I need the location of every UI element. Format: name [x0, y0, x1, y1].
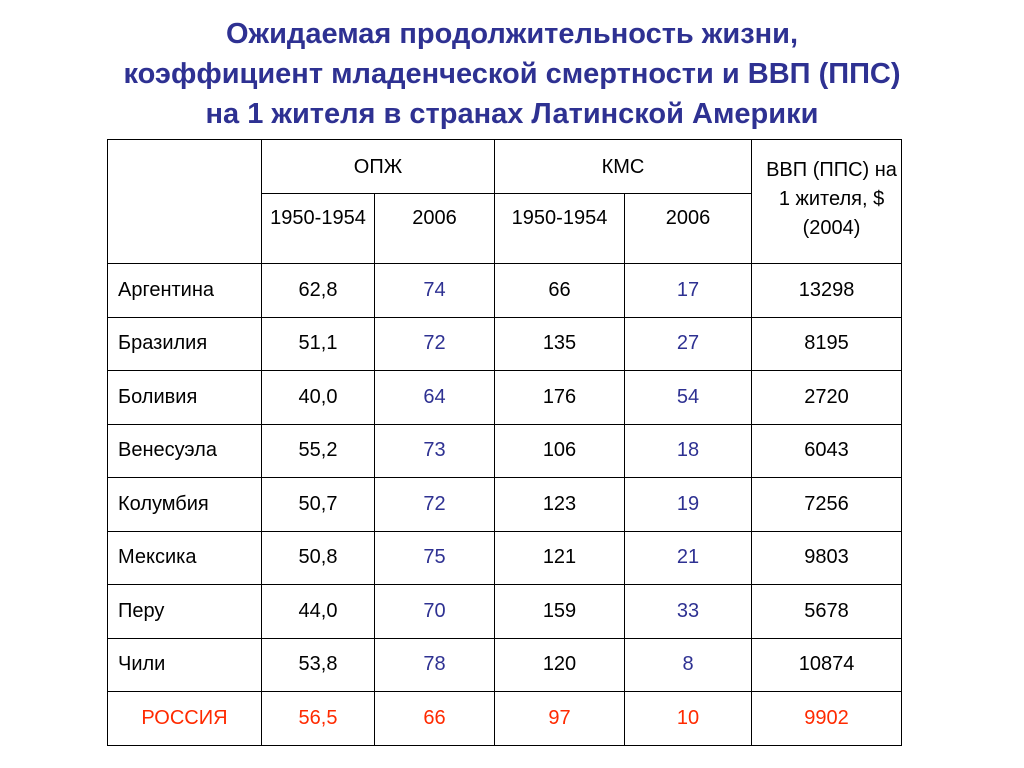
country-cell: Перу: [107, 584, 262, 639]
opzh-2006-cell: 78: [374, 637, 495, 692]
kms-2006-cell: 10: [623, 691, 753, 746]
table-row: Бразилия 51,1 72 135 27 8195: [107, 316, 903, 371]
kms-2006-cell: 8: [623, 637, 753, 692]
gdp-cell: 9902: [751, 691, 903, 746]
gdp-cell: 13298: [751, 263, 903, 318]
opzh-1950-cell: 53,8: [261, 637, 375, 692]
opzh-1950-cell: 50,7: [261, 477, 375, 532]
country-cell: Аргентина: [107, 263, 262, 318]
gdp-cell: 5678: [751, 584, 903, 639]
table-body: Аргентина 62,8 74 66 17 13298 Бразилия 51,1 72 13…: [107, 263, 903, 746]
gdp-cell: 6043: [751, 423, 903, 478]
kms-2006-cell: 19: [623, 477, 753, 532]
kms-1950-cell: 66: [494, 263, 625, 318]
table-row: Колумбия 50,7 72 123 19 7256: [107, 477, 903, 532]
kms-2006-cell: 18: [623, 423, 753, 478]
country-cell: Венесуэла: [107, 423, 262, 478]
kms-1950-cell: 97: [494, 691, 625, 746]
table-row: Венесуэла 55,2 73 106 18 6043: [107, 423, 903, 478]
header-kms: КМС: [493, 139, 753, 194]
table-row: Чили 53,8 78 120 8 10874: [107, 637, 903, 692]
data-table: ОПЖ КМС ВВП (ППС) на 1 жителя, $ (2004) …: [107, 139, 903, 746]
header-gdp: ВВП (ППС) на 1 жителя, $ (2004): [751, 139, 903, 264]
table-row: Перу 44,0 70 159 33 5678: [107, 584, 903, 639]
table-row: Аргентина 62,8 74 66 17 13298: [107, 263, 903, 318]
country-cell: Чили: [107, 637, 262, 692]
header-opzh: ОПЖ: [261, 139, 495, 194]
header-row-periods: 1950-1954 2006 1950-1954 2006: [108, 193, 902, 264]
opzh-1950-cell: 40,0: [261, 370, 375, 425]
opzh-1950-cell: 56,5: [261, 691, 375, 746]
title-line-1: Ожидаемая продолжительность жизни,: [225, 18, 799, 50]
gdp-cell: 2720: [751, 370, 903, 425]
country-cell: РОССИЯ: [107, 691, 262, 746]
country-cell: Колумбия: [107, 477, 262, 532]
header-row-groups: ОПЖ КМС ВВП (ППС) на 1 жителя, $ (2004): [107, 139, 903, 264]
opzh-2006-cell: 74: [374, 263, 495, 318]
opzh-1950-cell: 50,8: [261, 530, 375, 585]
opzh-2006-cell: 72: [374, 316, 495, 371]
kms-1950-cell: 135: [494, 316, 625, 371]
opzh-1950-cell: 62,8: [261, 263, 375, 318]
country-cell: Бразилия: [107, 316, 262, 371]
kms-1950-cell: 106: [494, 423, 625, 478]
gdp-cell: 8195: [751, 316, 903, 371]
header-opzh-2006: 2006: [374, 193, 495, 264]
corner-cell: [107, 139, 262, 264]
kms-2006-cell: 21: [623, 530, 753, 585]
kms-1950-cell: 159: [494, 584, 625, 639]
gdp-cell: 9803: [751, 530, 903, 585]
country-cell: Боливия: [107, 370, 262, 425]
gdp-cell: 7256: [751, 477, 903, 532]
kms-2006-cell: 33: [623, 584, 753, 639]
opzh-2006-cell: 64: [374, 370, 495, 425]
title-line-2: коэффициент младенческой смертности и ВВ…: [123, 58, 901, 90]
opzh-2006-cell: 70: [374, 584, 495, 639]
page-title: Ожидаемая продолжительность жизни, коэфф…: [0, 14, 1024, 134]
kms-1950-cell: 123: [494, 477, 625, 532]
kms-1950-cell: 120: [494, 637, 625, 692]
table-row: Мексика 50,8 75 121 21 9803: [107, 530, 903, 585]
opzh-2006-cell: 72: [374, 477, 495, 532]
opzh-2006-cell: 75: [374, 530, 495, 585]
kms-1950-cell: 176: [494, 370, 625, 425]
country-cell: Мексика: [107, 530, 262, 585]
title-line-3: на 1 жителя в странах Латинской Америки: [205, 98, 819, 130]
opzh-2006-cell: 73: [374, 423, 495, 478]
kms-1950-cell: 121: [494, 530, 625, 585]
table-row: Боливия 40,0 64 176 54 2720: [107, 370, 903, 425]
opzh-1950-cell: 44,0: [261, 584, 375, 639]
header-kms-2006: 2006: [623, 193, 753, 264]
gdp-cell: 10874: [751, 637, 903, 692]
kms-2006-cell: 27: [623, 316, 753, 371]
table-row: РОССИЯ 56,5 66 97 10 9902: [107, 691, 903, 746]
kms-2006-cell: 54: [623, 370, 753, 425]
opzh-1950-cell: 55,2: [261, 423, 375, 478]
opzh-1950-cell: 51,1: [261, 316, 375, 371]
opzh-2006-cell: 66: [374, 691, 495, 746]
header-opzh-1950: 1950-1954: [261, 193, 375, 264]
header-kms-1950: 1950-1954: [494, 193, 625, 264]
kms-2006-cell: 17: [623, 263, 753, 318]
